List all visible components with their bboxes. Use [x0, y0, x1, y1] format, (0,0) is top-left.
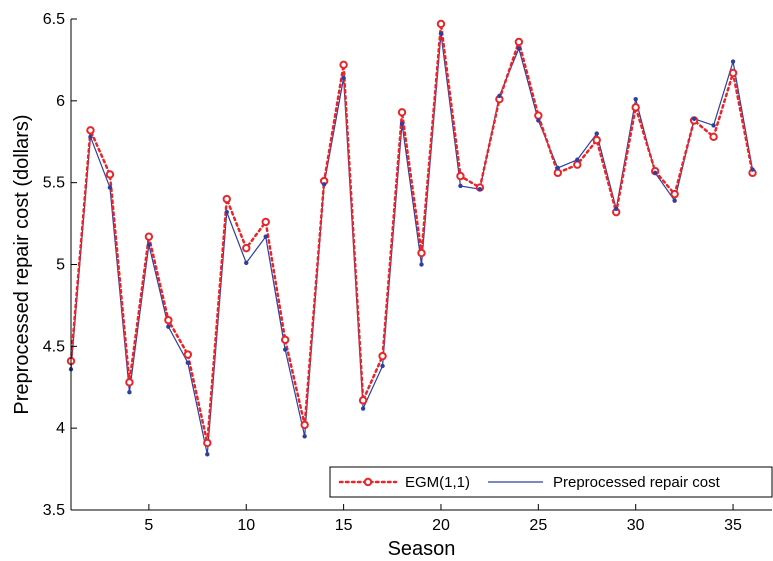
repair-cost-point — [438, 31, 444, 36]
repair-cost-point — [711, 123, 716, 128]
legend: EGM(1,1) Preprocessed repair cost — [329, 466, 773, 498]
egm-point — [514, 37, 524, 47]
egm-point — [222, 194, 231, 204]
repair-cost-point — [594, 131, 599, 136]
repair-cost-point — [477, 187, 483, 192]
repair-cost-point — [497, 93, 502, 99]
x-tick-label: 15 — [335, 517, 353, 534]
legend-label-egm: EGM(1,1) — [405, 474, 470, 491]
repair-cost-point — [614, 206, 619, 212]
egm-point — [378, 351, 387, 361]
x-tick-label: 30 — [627, 517, 645, 534]
repair-cost-point — [399, 121, 405, 126]
repair-cost-point — [536, 118, 541, 123]
repair-cost-point — [575, 157, 580, 162]
y-tick-label: 4.5 — [43, 338, 65, 355]
y-tick-label: 3.5 — [43, 502, 65, 519]
egm-point — [592, 135, 601, 145]
repair-cost-point — [672, 198, 677, 203]
repair-cost-point — [88, 134, 93, 140]
repair-cost-point — [691, 116, 697, 122]
series-lines — [69, 23, 754, 455]
series-markers — [66, 19, 757, 457]
egm-point — [242, 243, 251, 253]
y-tick-label: 6 — [56, 93, 65, 110]
y-tick-label: 4 — [56, 420, 65, 437]
repair-cost-point — [302, 434, 307, 439]
egm-point — [125, 378, 134, 387]
repair-cost-point — [127, 389, 132, 395]
egm-point — [573, 160, 582, 169]
repair-cost-point — [224, 209, 229, 215]
repair-cost-point — [652, 170, 658, 176]
repair-cost-point — [750, 167, 755, 172]
repair-cost-point — [282, 347, 288, 352]
repair-cost-point — [380, 363, 385, 369]
series-line-egm — [69, 23, 754, 444]
repair-cost-point — [166, 324, 171, 329]
egm-point — [417, 248, 426, 258]
legend-marker-egm — [363, 477, 373, 487]
egm-point — [670, 189, 679, 199]
x-axis-title: Season — [388, 538, 456, 560]
repair-cost-point — [321, 182, 327, 187]
repair-cost-point — [516, 46, 522, 51]
repair-cost-point — [146, 242, 152, 248]
egm-point — [183, 350, 193, 359]
repair-cost-point — [185, 360, 191, 365]
repair-cost-point — [263, 234, 268, 239]
repair-cost-point — [244, 260, 249, 266]
axes: 5 10 15 20 25 30 35 3.5 4 4.5 5 5.5 6 6.5 — [43, 11, 772, 534]
repair-cost-point — [730, 59, 736, 64]
egm-point — [300, 420, 309, 430]
repair-cost-point — [458, 183, 463, 189]
egm-point — [203, 438, 212, 448]
egm-point — [534, 111, 543, 120]
repair-cost-point — [360, 406, 366, 411]
x-tick-label: 5 — [144, 517, 153, 534]
egm-point — [436, 19, 446, 29]
series-line-repair-cost — [70, 33, 754, 455]
egm-point — [105, 170, 115, 179]
egm-point — [709, 132, 718, 142]
egm-point — [164, 315, 173, 325]
repair-cost-point — [555, 165, 561, 171]
repair-cost-point — [341, 75, 346, 81]
egm-point — [397, 108, 407, 117]
legend-label-repair-cost: Preprocessed repair cost — [553, 474, 721, 491]
repair-cost-point — [205, 452, 210, 457]
repair-cost-point — [419, 262, 424, 267]
egm-point — [358, 396, 368, 405]
egm-point — [456, 171, 465, 181]
egm-point — [261, 217, 270, 227]
y-axis-title: Preprocessed repair cost (dollars) — [11, 114, 33, 414]
x-tick-label: 20 — [432, 517, 450, 534]
y-tick-label: 5 — [56, 257, 65, 274]
egm-point — [144, 232, 154, 241]
y-tick-label: 6.5 — [43, 11, 65, 28]
egm-point — [339, 60, 348, 70]
y-tick-label: 5.5 — [43, 175, 65, 192]
x-tick-label: 10 — [237, 517, 255, 534]
x-tick-label: 35 — [724, 517, 742, 534]
egm-point — [280, 335, 290, 344]
egm-point — [86, 126, 95, 135]
repair-cost-point — [633, 96, 638, 102]
egm-point — [728, 68, 738, 78]
egm-point — [553, 168, 563, 178]
legend-box — [329, 466, 773, 498]
egm-point — [631, 103, 640, 112]
repair-cost-point — [107, 185, 113, 190]
x-tick-label: 25 — [529, 517, 547, 534]
